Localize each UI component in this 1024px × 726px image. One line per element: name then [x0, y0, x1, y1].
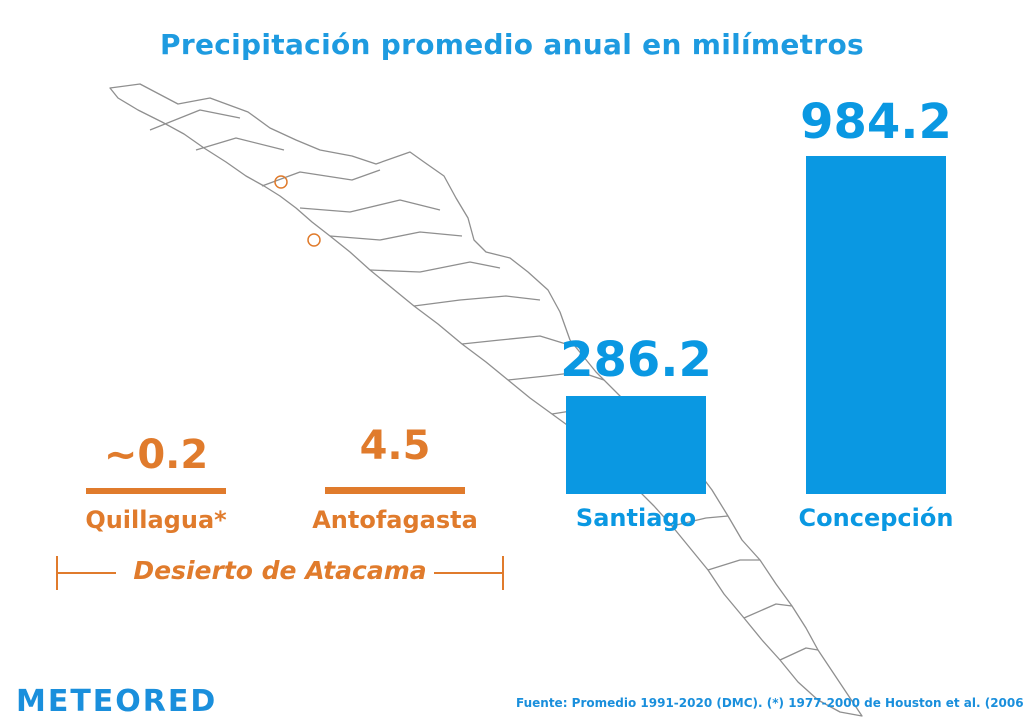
quillagua-marker: [274, 175, 288, 189]
value-label-santiago: 286.2: [560, 332, 712, 389]
bar-antofagasta: [325, 487, 465, 494]
desert-bracket-right-tick: [502, 556, 504, 590]
category-label-antofagasta: Antofagasta: [312, 506, 478, 534]
desert-bracket-line-left: [56, 572, 116, 574]
category-label-santiago: Santiago: [575, 504, 697, 532]
bar-concepcion: [806, 156, 946, 494]
bar-quillagua: [86, 488, 226, 494]
antofagasta-marker: [307, 233, 321, 247]
chart-title: Precipitación promedio anual en milímetr…: [160, 28, 864, 61]
value-label-antofagasta: 4.5: [359, 423, 431, 469]
category-label-concepcion: Concepción: [798, 504, 954, 532]
value-label-quillagua: ~0.2: [103, 432, 209, 478]
meteored-logo: METEORED: [16, 684, 218, 719]
source-note: Fuente: Promedio 1991-2020 (DMC). (*) 19…: [516, 696, 1024, 710]
bar-santiago: [566, 395, 706, 494]
category-label-quillagua: Quillagua*: [85, 506, 227, 534]
desert-label: Desierto de Atacama: [133, 556, 427, 585]
value-label-concepcion: 984.2: [800, 94, 952, 151]
desert-bracket-line-right: [434, 572, 504, 574]
